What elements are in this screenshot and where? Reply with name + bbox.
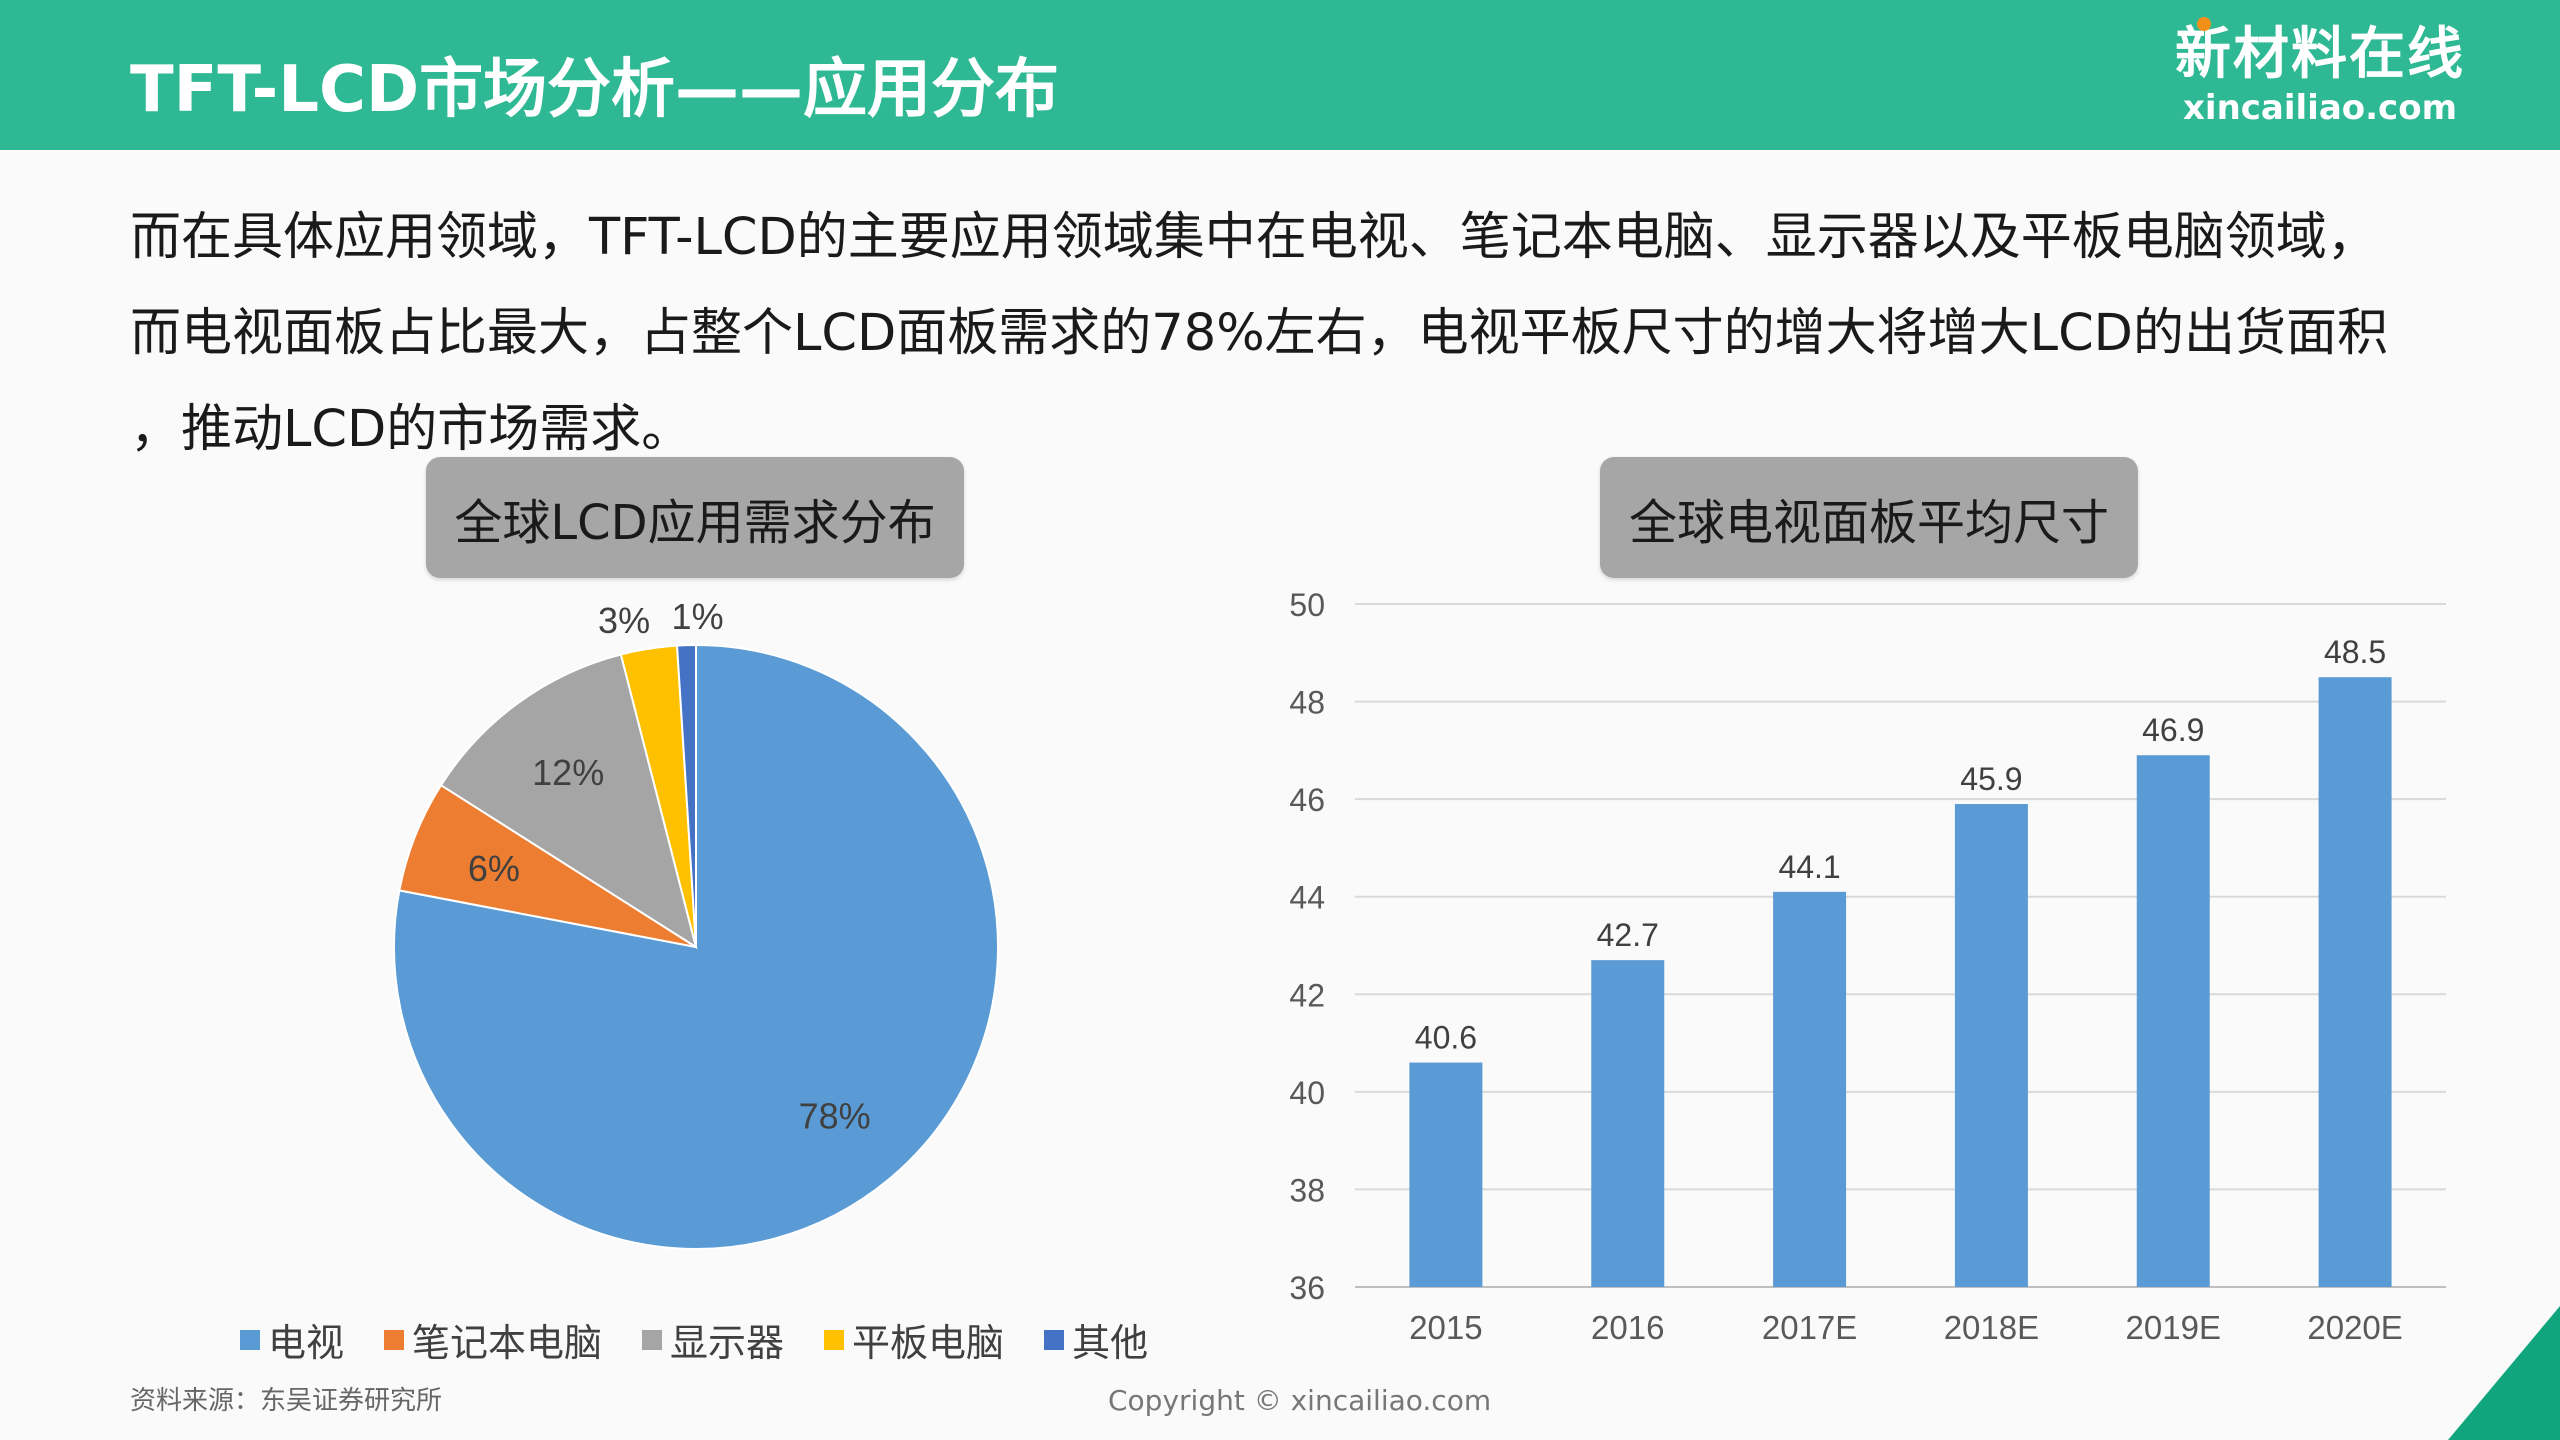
bar-chart: 36 38 40 42 44 46 48 50 40.6 2015 42.7 2016 44.1 2017… — [1289, 587, 2446, 1346]
y-tick-label: 40 — [1289, 1075, 1325, 1111]
bar-2019E — [2136, 755, 2210, 1287]
bar-2018E — [1954, 804, 2028, 1287]
legend-swatch — [384, 1329, 405, 1350]
bar-data-label: 45.9 — [1960, 761, 2022, 797]
legend-label: 显示器 — [670, 1321, 785, 1365]
legend-label: 平板电脑 — [852, 1321, 1005, 1365]
y-tick-label: 50 — [1289, 587, 1325, 623]
x-tick-label: 2018E — [1944, 1309, 2039, 1346]
page-title: TFT-LCD市场分析——应用分布 — [130, 53, 1060, 127]
legend-label: 其他 — [1072, 1321, 1149, 1365]
brand-logo: 新材料在线 xincailiao.com — [2170, 17, 2470, 142]
bar-2015 — [1409, 1062, 1483, 1287]
pie-chart: 78% 6% 12% 3% 1% — [393, 596, 999, 1250]
pie-chart-title: 全球LCD应用需求分布 — [426, 457, 964, 578]
bar-2017E — [1773, 891, 1847, 1287]
logo-en: xincailiao.com — [2182, 88, 2457, 128]
bar-data-label: 48.5 — [2324, 634, 2386, 670]
legend-item: 笔记本电脑 — [384, 1312, 602, 1367]
y-tick-label: 44 — [1289, 880, 1325, 916]
paragraph-line: ，推动LCD的市场需求。 — [130, 400, 693, 459]
bar-data-label: 46.9 — [2142, 712, 2204, 748]
pie-data-label: 78% — [799, 1096, 871, 1137]
legend-item: 显示器 — [642, 1312, 784, 1367]
legend-item: 其他 — [1044, 1312, 1148, 1367]
paragraph-line: 而在具体应用领域，TFT-LCD的主要应用领域集中在电视、笔记本电脑、显示器以及… — [130, 208, 2378, 267]
legend-swatch — [1044, 1329, 1065, 1350]
source-note: 资料来源：东吴证券研究所 — [130, 1386, 443, 1416]
y-tick-label: 36 — [1289, 1270, 1325, 1306]
bar-data-label: 40.6 — [1415, 1020, 1477, 1056]
legend-label: 电视 — [268, 1321, 345, 1365]
pie-slice-4 — [675, 643, 697, 948]
x-tick-label: 2020E — [2307, 1309, 2402, 1346]
legend-swatch — [240, 1329, 260, 1350]
legend-item: 平板电脑 — [824, 1312, 1004, 1367]
x-tick-label: 2019E — [2126, 1309, 2221, 1346]
legend-swatch — [642, 1329, 663, 1350]
x-tick-label: 2016 — [1591, 1309, 1664, 1346]
copyright: Copyright © xincailiao.com — [1108, 1384, 1492, 1417]
y-tick-label: 48 — [1289, 685, 1325, 721]
x-tick-label: 2017E — [1762, 1309, 1857, 1346]
pie-legend: 电视 笔记本电脑 显示器 平板电脑 其他 — [240, 1312, 1148, 1367]
legend-label: 笔记本电脑 — [412, 1321, 603, 1365]
y-tick-label: 42 — [1289, 977, 1325, 1013]
pie-data-label: 12% — [532, 752, 604, 793]
header-bar: TFT-LCD市场分析——应用分布 新材料在线 xincailiao.com — [0, 0, 2560, 150]
legend-item: 电视 — [240, 1312, 344, 1367]
pie-data-label: 6% — [468, 848, 520, 889]
pie-data-label: 1% — [672, 596, 724, 637]
intro-paragraph: 而在具体应用领域，TFT-LCD的主要应用领域集中在电视、笔记本电脑、显示器以及… — [130, 190, 2470, 478]
bar-chart-title: 全球电视面板平均尺寸 — [1600, 457, 2138, 578]
logo-cn: 新材料在线 — [2175, 22, 2465, 87]
logo-dot-icon — [2197, 17, 2211, 31]
bar-2016 — [1591, 960, 1665, 1287]
paragraph-line: 而电视面板占比最大，占整个LCD面板需求的78%左右，电视平板尺寸的增大将增大L… — [130, 304, 2388, 363]
pie-slice-2 — [439, 653, 698, 950]
corner-decoration — [2448, 1306, 2560, 1440]
x-tick-label: 2015 — [1409, 1309, 1482, 1346]
pie-data-label: 3% — [598, 600, 650, 641]
bar-2020E — [2318, 677, 2392, 1287]
bar-data-label: 42.7 — [1597, 917, 1659, 953]
y-tick-label: 46 — [1289, 782, 1325, 818]
y-tick-label: 38 — [1289, 1172, 1325, 1208]
legend-swatch — [824, 1329, 845, 1350]
bar-data-label: 44.1 — [1778, 849, 1840, 885]
